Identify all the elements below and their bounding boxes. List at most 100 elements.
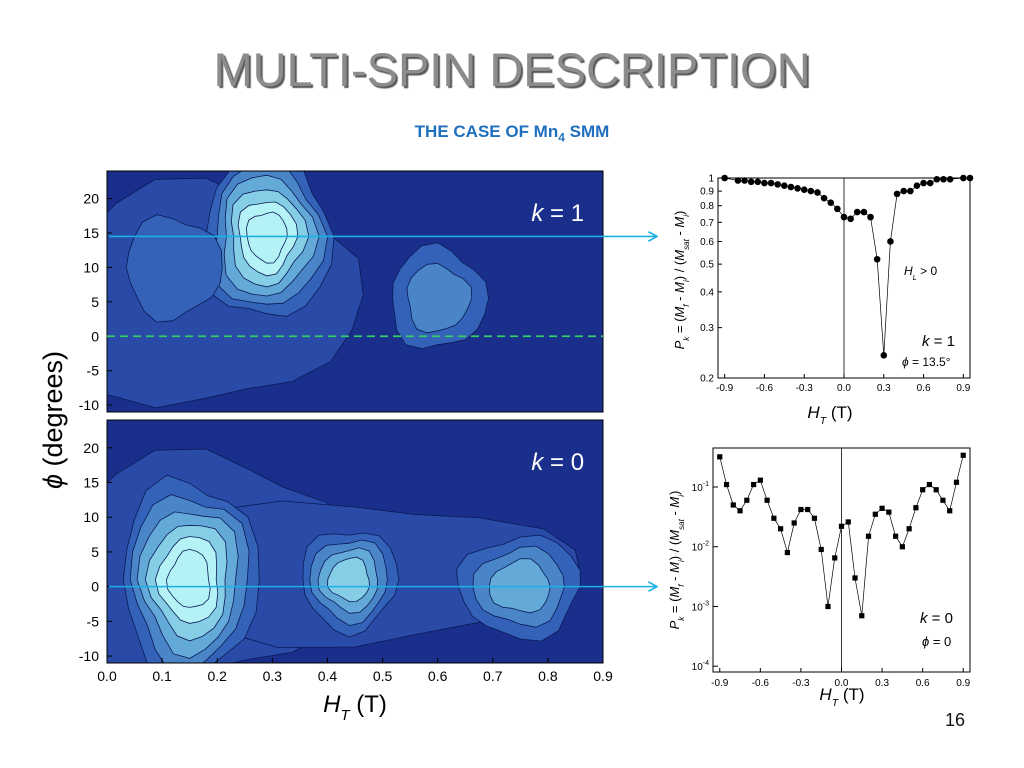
data-point <box>879 505 885 511</box>
data-point <box>899 544 905 550</box>
data-point <box>867 213 874 221</box>
data-point <box>920 179 927 187</box>
legend-k: k = 0 <box>920 610 953 627</box>
y-axis-label: Pk = (Mf - Mi) / (Msat - Mi) <box>672 211 691 350</box>
ytick-label: 0.2 <box>700 374 714 385</box>
map-ytick-label: -5 <box>87 613 100 629</box>
map-frame <box>106 170 604 413</box>
data-point <box>940 497 946 503</box>
y-axis-label: Pk = (Mf - Mi) / (Msat - Mi) <box>667 491 686 630</box>
map-ytick-label: 20 <box>83 191 99 207</box>
data-point <box>865 533 872 539</box>
data-point <box>838 523 845 529</box>
map-xtick-label: 0.4 <box>318 668 338 684</box>
data-point <box>960 452 966 458</box>
data-point <box>966 174 974 182</box>
data-point <box>798 506 804 513</box>
subtitle-main: THE CASE OF Mn <box>414 122 559 141</box>
xtick-label: -0.3 <box>796 383 814 394</box>
map-ytick-label: -10 <box>79 397 99 413</box>
data-point <box>721 174 728 182</box>
map-ytick-label: 0 <box>91 328 99 344</box>
data-point <box>906 526 912 532</box>
xtick-label: -0.9 <box>711 678 729 689</box>
data-point <box>734 177 742 184</box>
data-point <box>750 481 757 488</box>
data-point <box>840 213 848 221</box>
map-x-axis-label: HT (T) <box>323 691 387 724</box>
data-point <box>913 505 919 511</box>
data-point <box>933 175 941 183</box>
data-point <box>820 194 828 202</box>
ytick-label: 0.7 <box>700 218 714 229</box>
ytick-label: 0.8 <box>700 201 714 212</box>
data-point <box>873 255 881 263</box>
contour-level <box>165 548 211 608</box>
slide-subtitle: THE CASE OF Mn4 SMM <box>0 122 1024 144</box>
data-point <box>834 205 841 213</box>
map-xtick-label: 0.1 <box>152 668 172 684</box>
data-point <box>887 238 894 245</box>
data-point <box>960 174 967 182</box>
data-point <box>814 189 821 196</box>
map-xtick-label: 0.5 <box>373 668 393 684</box>
map-xtick-label: 0.2 <box>207 668 227 684</box>
data-point <box>771 515 777 521</box>
xtick-label: 0.3 <box>877 383 891 394</box>
map-ytick-label: 10 <box>83 509 99 525</box>
contour-level <box>406 262 473 334</box>
data-point <box>737 508 743 514</box>
map-xtick-label: 0.8 <box>538 668 558 684</box>
data-point <box>781 182 788 189</box>
map-ytick-label: 15 <box>83 474 99 490</box>
data-point <box>847 215 854 223</box>
data-point <box>859 613 865 619</box>
ytick-label: 0.3 <box>700 323 714 334</box>
data-point <box>741 177 748 184</box>
data-point <box>827 199 835 206</box>
subtitle-tail: SMM <box>564 122 610 141</box>
data-point <box>764 497 770 503</box>
data-point <box>805 506 811 513</box>
xtick-label: 0.9 <box>956 383 970 394</box>
ytick-label: 10-3 <box>692 600 709 613</box>
data-point <box>940 175 947 183</box>
ytick-label: 0.9 <box>700 187 714 198</box>
data-point <box>933 487 939 493</box>
data-point <box>747 178 755 186</box>
data-point <box>757 477 763 483</box>
inner-label: HL > 0 <box>904 264 937 282</box>
data-point <box>926 179 934 187</box>
data-point <box>893 533 899 539</box>
plot-k1: 1 0.9 0.8 0.7 0.6 0.5 0.4 0.3 0.2-0.9 -0.6 -0.3 0.0… <box>672 174 974 427</box>
legend-k: k = 1 <box>922 333 955 350</box>
data-point <box>800 186 808 194</box>
data-point <box>880 352 888 359</box>
data-point <box>778 526 784 532</box>
ytick-label: 0.5 <box>700 260 714 271</box>
data-point <box>761 179 768 187</box>
xtick-label: 0.9 <box>956 678 970 689</box>
data-point <box>774 181 781 188</box>
map-contours <box>107 171 490 409</box>
xtick-label: -0.9 <box>716 383 734 394</box>
map-xtick-label: 0.3 <box>263 668 283 684</box>
data-point <box>723 481 730 488</box>
map-xtick-label: 0.0 <box>97 668 117 684</box>
plot-k0: 10-1 10-2 10-3 10-4-0.9 -0.6 -0.3 0.0 0.3 0.6 0.9… <box>667 447 971 709</box>
data-point <box>953 479 960 485</box>
data-point <box>852 575 858 581</box>
xtick-label: 0.3 <box>875 678 889 689</box>
data-point <box>893 190 901 198</box>
map-xtick-label: 0.9 <box>593 668 613 684</box>
data-point <box>946 175 954 183</box>
data-point <box>832 555 838 561</box>
map-ytick-label: -10 <box>79 648 99 664</box>
data-point <box>872 511 878 517</box>
data-point <box>784 549 790 556</box>
map-ytick-label: 10 <box>83 259 99 275</box>
xtick-label: -0.6 <box>752 678 770 689</box>
ytick-label: 10-1 <box>692 481 709 494</box>
data-point <box>811 515 818 521</box>
